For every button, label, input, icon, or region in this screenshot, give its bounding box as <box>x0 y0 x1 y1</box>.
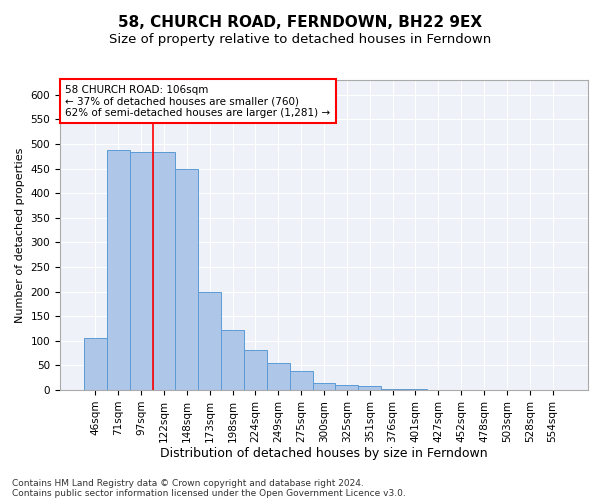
Bar <box>152 152 175 390</box>
Bar <box>107 150 130 390</box>
X-axis label: Distribution of detached houses by size in Ferndown: Distribution of detached houses by size … <box>160 448 488 460</box>
Bar <box>404 389 427 390</box>
Text: 58 CHURCH ROAD: 106sqm
← 37% of detached houses are smaller (760)
62% of semi-de: 58 CHURCH ROAD: 106sqm ← 37% of detached… <box>65 84 331 118</box>
Bar <box>335 385 358 390</box>
Bar <box>84 338 107 390</box>
Text: 58, CHURCH ROAD, FERNDOWN, BH22 9EX: 58, CHURCH ROAD, FERNDOWN, BH22 9EX <box>118 15 482 30</box>
Bar <box>313 382 335 390</box>
Bar <box>198 292 221 390</box>
Bar <box>290 372 313 390</box>
Text: Contains public sector information licensed under the Open Government Licence v3: Contains public sector information licen… <box>12 488 406 498</box>
Bar <box>358 386 381 390</box>
Bar <box>267 363 290 390</box>
Bar <box>381 388 404 390</box>
Bar <box>244 350 267 390</box>
Text: Contains HM Land Registry data © Crown copyright and database right 2024.: Contains HM Land Registry data © Crown c… <box>12 478 364 488</box>
Bar <box>175 168 198 390</box>
Bar <box>130 152 152 390</box>
Bar <box>221 330 244 390</box>
Y-axis label: Number of detached properties: Number of detached properties <box>15 148 25 322</box>
Text: Size of property relative to detached houses in Ferndown: Size of property relative to detached ho… <box>109 32 491 46</box>
